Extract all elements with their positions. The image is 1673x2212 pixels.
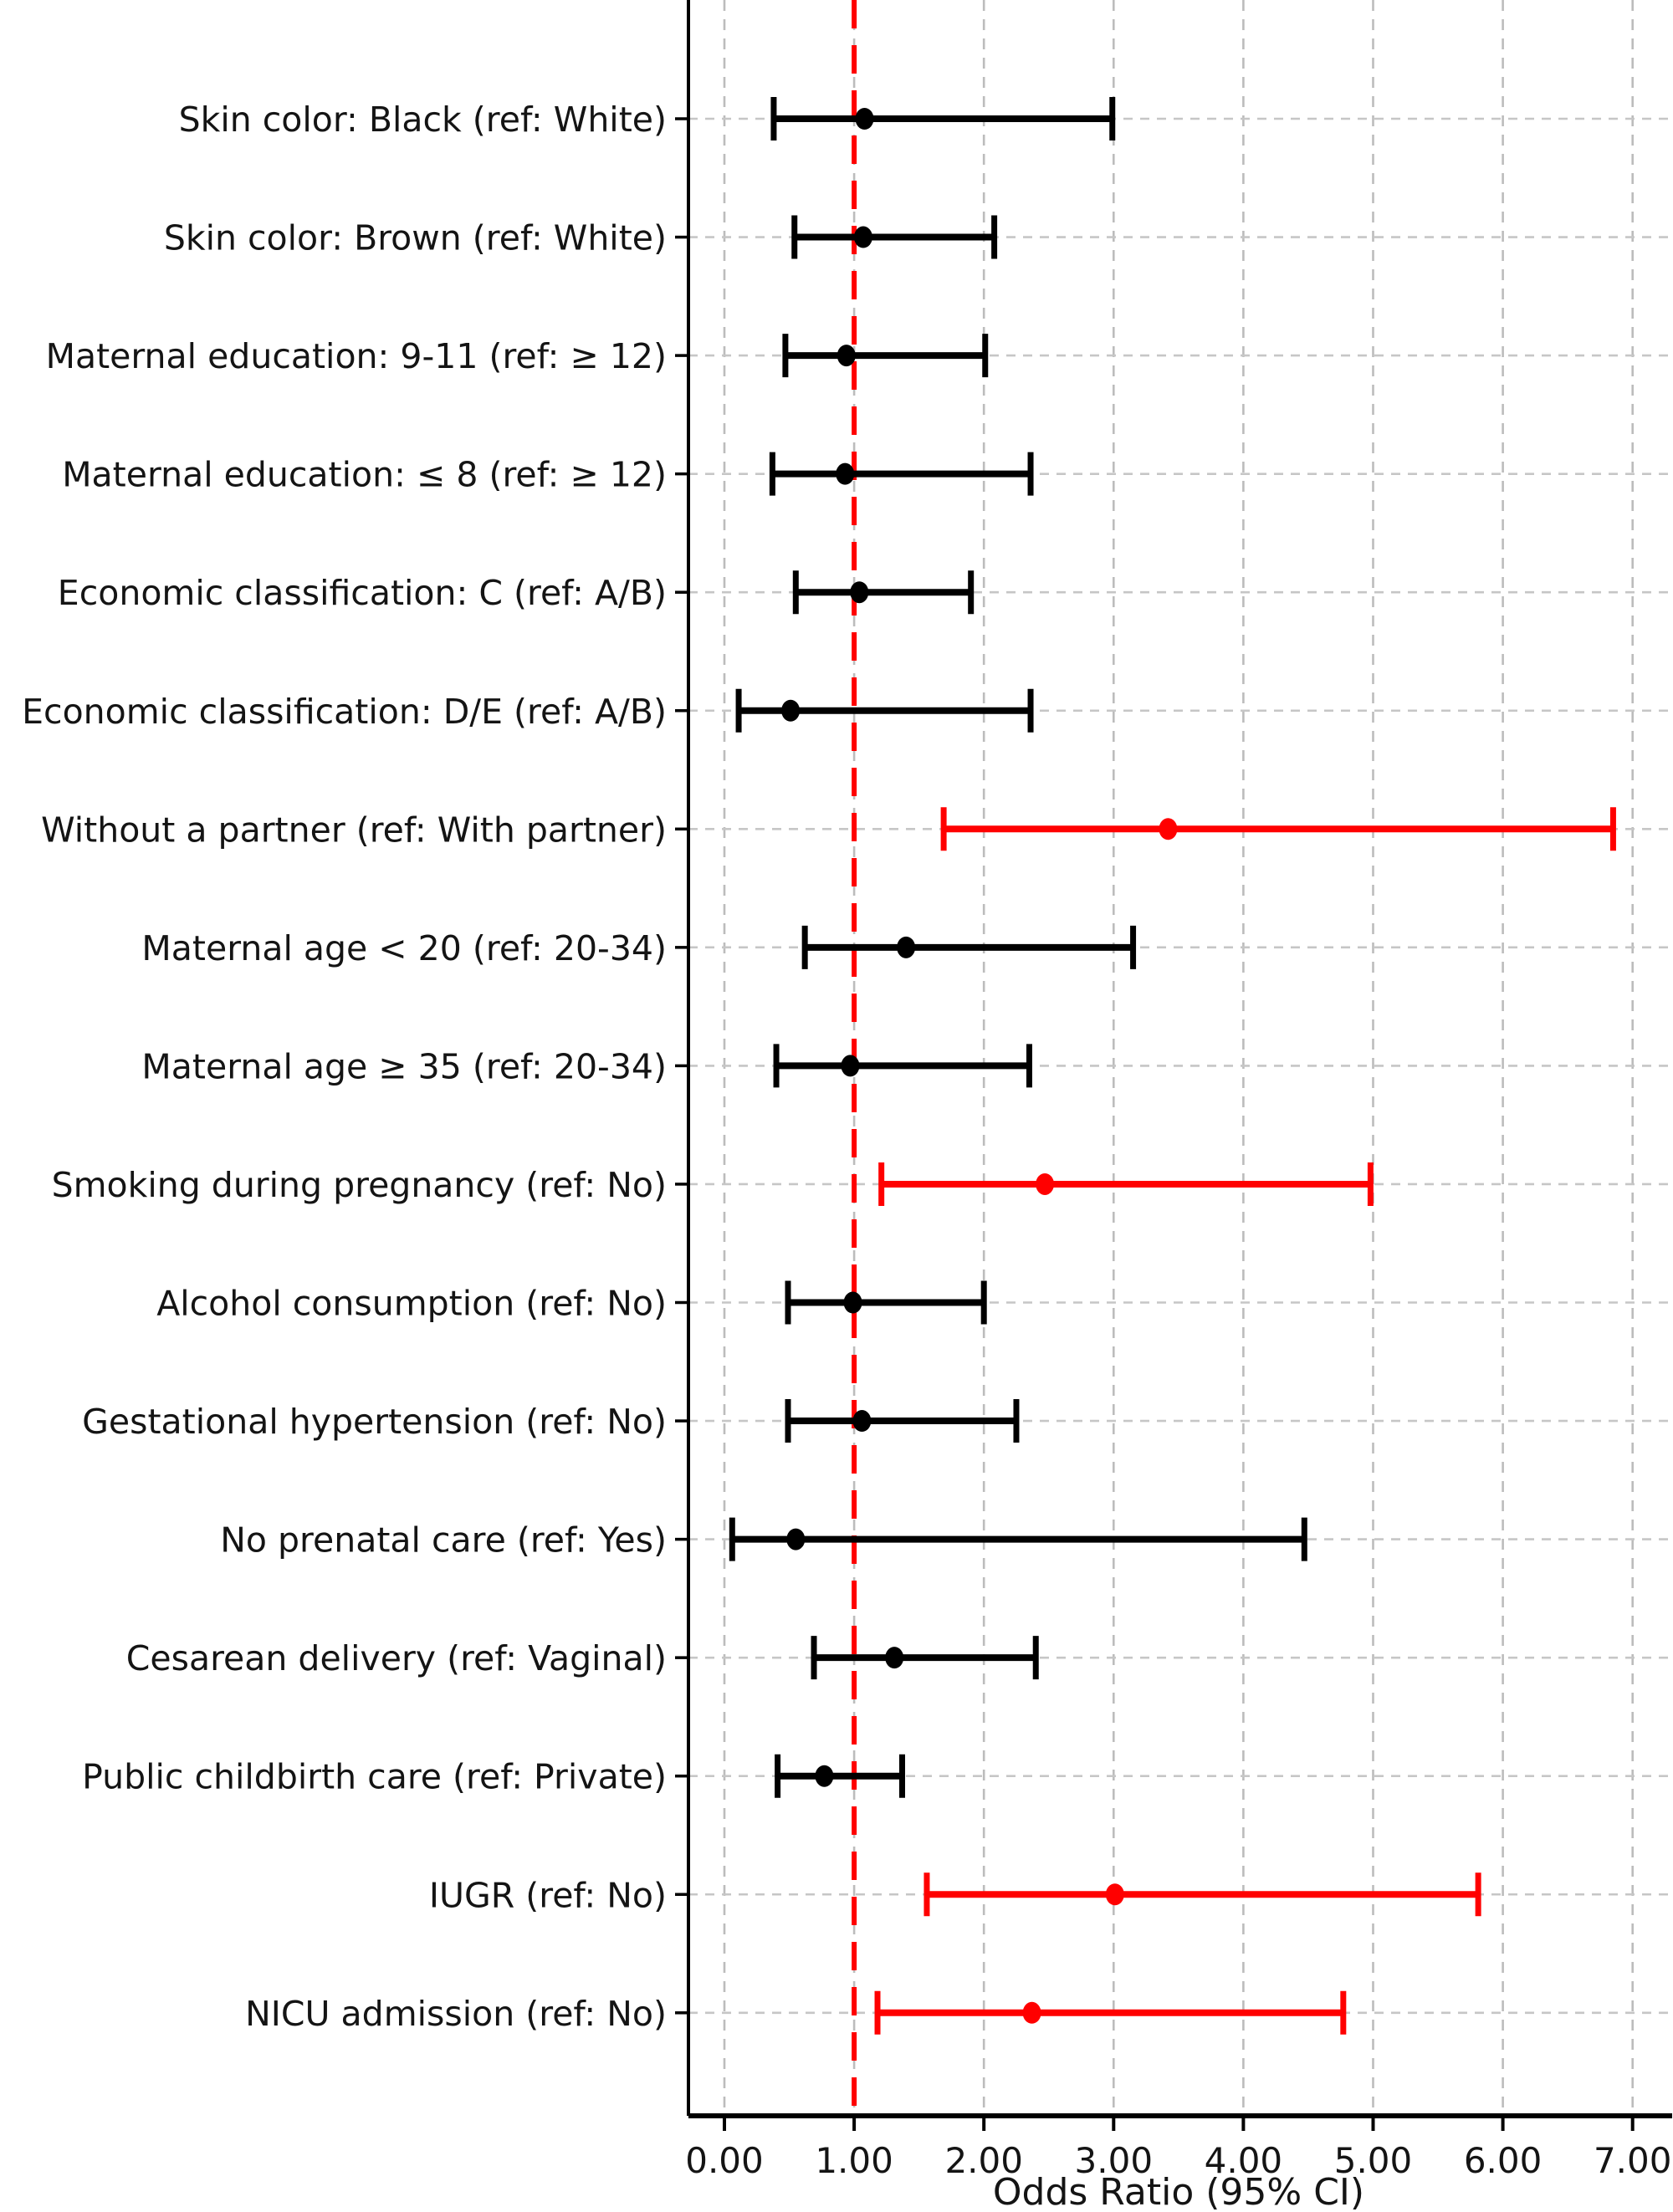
point-marker <box>852 1410 872 1433</box>
grid-layer <box>688 0 1672 2116</box>
forest-row <box>775 1754 905 1798</box>
point-marker <box>897 936 916 958</box>
label-layer: 0.00 1.00 2.00 3.00 4.00 5.00 6.00 7.00 Skin col… <box>22 100 1671 2181</box>
x-tick-label: 2.00 <box>944 2140 1023 2181</box>
row-label: Maternal age < 20 (ref: 20-34) <box>141 928 667 968</box>
point-marker <box>885 1647 904 1669</box>
forest-row <box>729 1517 1307 1561</box>
point-marker <box>850 581 869 604</box>
x-tick-label: 0.00 <box>685 2140 764 2181</box>
point-marker <box>1159 818 1178 840</box>
row-label: Public childbirth care (ref: Private) <box>82 1757 667 1797</box>
forest-row <box>782 334 989 378</box>
forest-row <box>878 1162 1374 1206</box>
row-label: Maternal education: 9-11 (ref: ≥ 12) <box>46 336 667 376</box>
row-label: Cesarean delivery (ref: Vaginal) <box>126 1638 667 1678</box>
forest-row <box>801 925 1137 969</box>
row-label: Maternal education: ≤ 8 (ref: ≥ 12) <box>62 455 667 495</box>
point-marker <box>1022 2001 1041 2024</box>
point-marker <box>841 1055 860 1077</box>
row-label: Gestational hypertension (ref: No) <box>82 1402 667 1442</box>
series-layer <box>729 97 1616 2035</box>
point-marker <box>836 462 855 485</box>
point-marker <box>843 1291 862 1314</box>
row-label: Without a partner (ref: With partner) <box>41 810 667 850</box>
row-label: Alcohol consumption (ref: No) <box>156 1284 667 1324</box>
row-label: No prenatal care (ref: Yes) <box>220 1520 667 1561</box>
forest-row <box>735 688 1034 733</box>
x-tick-label: 6.00 <box>1464 2140 1543 2181</box>
forest-row <box>874 1990 1347 2035</box>
point-marker <box>781 699 801 722</box>
row-label: Maternal age ≥ 35 (ref: 20-34) <box>141 1046 667 1086</box>
forest-row <box>785 1280 987 1325</box>
point-marker <box>836 345 856 367</box>
point-marker <box>853 226 872 248</box>
x-tick-label: 4.00 <box>1205 2140 1283 2181</box>
x-tick-label: 7.00 <box>1594 2140 1672 2181</box>
x-tick-label: 1.00 <box>815 2140 893 2181</box>
x-tick-label: 3.00 <box>1075 2140 1154 2181</box>
x-axis-title: Odds Ratio (95% CI) <box>993 2171 1364 2212</box>
forest-row <box>785 1399 1020 1443</box>
point-marker <box>786 1528 806 1550</box>
forest-row <box>769 452 1034 496</box>
row-label: Smoking during pregnancy (ref: No) <box>52 1165 667 1205</box>
forest-row <box>940 807 1616 851</box>
row-label: Skin color: Brown (ref: White) <box>164 218 667 258</box>
row-label: NICU admission (ref: No) <box>245 1994 667 2034</box>
row-label: IUGR (ref: No) <box>429 1875 667 1915</box>
point-marker <box>1105 1883 1124 1906</box>
point-marker <box>1036 1172 1055 1195</box>
row-label: Economic classification: D/E (ref: A/B) <box>22 692 667 732</box>
point-marker <box>815 1765 834 1787</box>
row-label: Skin color: Black (ref: White) <box>179 100 667 140</box>
forest-row <box>792 570 975 615</box>
forest-row <box>770 97 1116 140</box>
forest-row <box>923 1872 1481 1917</box>
row-label: Economic classification: C (ref: A/B) <box>58 573 667 613</box>
axes-layer <box>675 0 1672 2131</box>
forest-row <box>773 1044 1032 1088</box>
forest-row <box>791 215 998 259</box>
x-tick-label: 5.00 <box>1334 2140 1413 2181</box>
point-marker <box>855 108 874 130</box>
forest-row <box>811 1636 1039 1680</box>
